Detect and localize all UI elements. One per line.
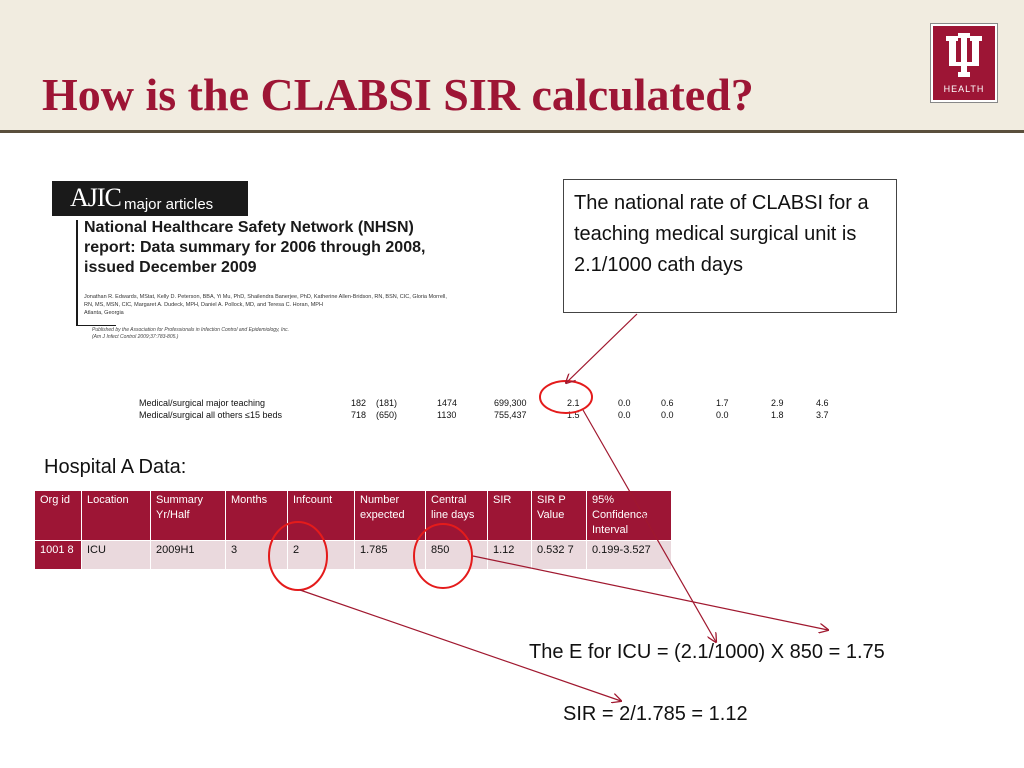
pooled-rate-highlight [539, 380, 593, 414]
iu-health-logo: HEALTH [930, 23, 998, 103]
expected-calculation: The E for ICU = (2.1/1000) X 850 = 1.75 [529, 641, 885, 663]
rate-p75: 2.9 [771, 398, 784, 408]
callout-arrow [566, 313, 638, 383]
hospital-sir-table: Org id Location Summary Yr/Half Months I… [34, 490, 672, 570]
column-header: Org id [34, 490, 82, 541]
rate-p50: 1.7 [716, 398, 729, 408]
rate-label: Medical/surgical all others ≤15 beds [139, 410, 283, 420]
rate-units-paren: (650) [376, 410, 398, 420]
authors-location: Atlanta, Georgia [84, 310, 124, 316]
table-cell: 0.532 7 [531, 540, 587, 570]
table-cell: 1.785 [354, 540, 426, 570]
rate-units: 718 [351, 410, 367, 420]
column-header: Location [81, 490, 151, 541]
article-publication: Published by the Association for Profess… [92, 327, 352, 341]
table-cell: ICU [81, 540, 151, 570]
table-cell: 0.199-3.527 [586, 540, 672, 570]
rate-p10: 0.0 [618, 410, 631, 420]
rate-days: 755,437 [494, 410, 527, 420]
article-title: National Healthcare Safety Network (NHSN… [84, 219, 426, 276]
table-cell: 1.12 [487, 540, 532, 570]
national-rate-callout: The national rate of CLABSI for a teachi… [563, 179, 897, 313]
journal-banner: AJIC major articles [52, 181, 248, 216]
column-header: 95% Confidence Interval [586, 490, 672, 541]
rate-p90: 3.7 [816, 410, 829, 420]
citation-line: (Am J Infect Control 2009;37:783-805.) [92, 334, 179, 340]
rate-pooled: 1.5 [567, 410, 580, 420]
column-header: Central line days [425, 490, 488, 541]
header-divider [0, 130, 1024, 133]
column-header: SIR [487, 490, 532, 541]
rate-days: 699,300 [494, 398, 527, 408]
trident-icon [946, 33, 982, 77]
table-row: 1001 8 ICU 2009H1 3 2 1.785 850 1.12 0.5… [34, 540, 672, 570]
rate-cases: 1474 [437, 398, 458, 408]
rate-cases: 1130 [437, 410, 457, 420]
logo-label: HEALTH [943, 84, 985, 94]
rate-units: 182 [351, 398, 367, 408]
article-rule-bottom [76, 325, 116, 326]
authors-list: Jonathan R. Edwards, MStat, Kelly D. Pet… [84, 294, 447, 308]
column-header: Infcount [287, 490, 355, 541]
rate-p90: 4.6 [816, 398, 829, 408]
header-band [0, 0, 1024, 130]
rate-p25: 0.6 [661, 398, 674, 408]
sir-calculation: SIR = 2/1.785 = 1.12 [563, 703, 748, 725]
rate-units-paren: (181) [376, 398, 398, 408]
rate-p50: 0.0 [716, 410, 729, 420]
table-cell: 850 [425, 540, 488, 570]
hospital-data-label: Hospital A Data: [44, 456, 187, 478]
table-cell: 2009H1 [150, 540, 226, 570]
journal-logo: AJIC [70, 183, 122, 212]
rate-p25: 0.0 [661, 410, 674, 420]
column-header: Months [225, 490, 288, 541]
table-header-row: Org id Location Summary Yr/Half Months I… [34, 490, 672, 541]
journal-section: major articles [124, 196, 214, 213]
table-cell: 2 [287, 540, 355, 570]
rate-label: Medical/surgical major teaching [139, 398, 266, 408]
rate-p10: 0.0 [618, 398, 631, 408]
publisher-line: Published by the Association for Profess… [92, 327, 290, 333]
column-header: Number expected [354, 490, 426, 541]
slide-title: How is the CLABSI SIR calculated? [42, 69, 754, 120]
article-authors: Jonathan R. Edwards, MStat, Kelly D. Pet… [84, 293, 454, 317]
column-header: SIR P Value [531, 490, 587, 541]
rate-p75: 1.8 [771, 410, 784, 420]
article-rule [76, 220, 78, 326]
column-header: Summary Yr/Half [150, 490, 226, 541]
table-cell: 1001 8 [34, 540, 82, 570]
table-cell: 3 [225, 540, 288, 570]
rate-pooled: 2.1 [567, 398, 580, 408]
